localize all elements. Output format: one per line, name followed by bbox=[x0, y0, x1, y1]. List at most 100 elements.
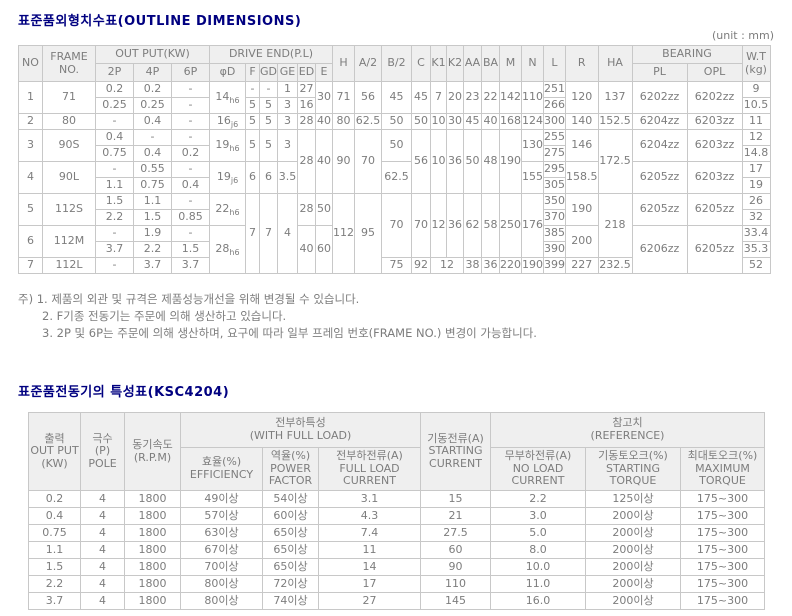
value-cell: 1.1 bbox=[133, 193, 172, 210]
value-cell: 3.5 bbox=[277, 161, 298, 194]
value-cell: - bbox=[95, 113, 134, 130]
table-row: 0.75 0.4 0.2 275 14.8 bbox=[19, 145, 771, 162]
value-cell: 65이상 bbox=[262, 524, 319, 542]
value-cell: 3 bbox=[277, 97, 298, 114]
value-cell: - bbox=[95, 257, 134, 274]
value-cell: 4 bbox=[80, 490, 125, 508]
value-cell: 6 bbox=[259, 161, 278, 194]
value-cell: - bbox=[259, 81, 278, 98]
column-header-cell: 무부하전류(A) NO LOAD CURRENT bbox=[490, 447, 586, 491]
table-row: 1 71 0.2 0.2-14h6- -1 27 30 71 56 45 45 7 20 23 22 142 1… bbox=[18, 81, 771, 114]
value-cell: 10.0 bbox=[490, 558, 586, 576]
notes-block: 주) 1. 제품의 외관 및 규격은 제품성능개선을 위해 변경될 수 있습니다… bbox=[18, 291, 537, 342]
column-header-cell: 효율(%) EFFICIENCY bbox=[180, 447, 263, 491]
value-cell: 232.5 bbox=[597, 257, 633, 274]
column-header-cell: K2 bbox=[446, 45, 464, 82]
note-1: 주) 1. 제품의 외관 및 규격은 제품성능개선을 위해 변경될 수 있습니다… bbox=[18, 292, 360, 306]
value-cell: 92 bbox=[411, 257, 431, 274]
value-cell: 50 bbox=[381, 113, 412, 130]
value-cell: 16j6 bbox=[209, 113, 246, 130]
value-cell: 4 bbox=[18, 161, 43, 194]
column-header-cell: 전부하특성 (WITH FULL LOAD) bbox=[180, 412, 421, 448]
value-cell: 7 bbox=[245, 193, 260, 274]
value-cell: 7 bbox=[259, 193, 278, 274]
value-cell: 200 bbox=[565, 225, 599, 258]
value-cell: 45 bbox=[411, 81, 431, 114]
value-cell: 15 bbox=[420, 490, 491, 508]
value-cell: 0.4 bbox=[171, 177, 210, 194]
table-row: 1.5 4 1800 70이상 65이상 14 90 10.0 200이상 175~300 bbox=[28, 558, 765, 576]
value-cell: 40 bbox=[481, 113, 500, 130]
value-cell: 2.2 bbox=[490, 490, 586, 508]
value-cell: 27 bbox=[318, 592, 421, 610]
value-cell: 220 bbox=[499, 257, 522, 274]
value-cell: 9 bbox=[741, 81, 771, 98]
value-cell: 3.7 bbox=[171, 257, 210, 274]
value-cell: 3.7 bbox=[133, 257, 172, 274]
value-cell: 6204zz bbox=[631, 113, 688, 130]
value-cell: 175~300 bbox=[680, 524, 765, 542]
value-cell: 23 bbox=[463, 81, 482, 114]
table-row: 0.4 4 1800 57이상 60이상 4.3 21 3.0 200이상 175~300 bbox=[28, 507, 765, 525]
value-cell: 28 bbox=[297, 129, 316, 194]
value-cell: 0.75 bbox=[95, 145, 134, 162]
value-cell: 71 bbox=[42, 81, 96, 114]
column-header-cell: BEARING bbox=[631, 45, 743, 64]
value-cell: 120 bbox=[565, 81, 599, 114]
value-cell: 1800 bbox=[124, 558, 181, 576]
value-cell: 5 bbox=[245, 97, 260, 114]
value-cell: 0.25 bbox=[95, 97, 134, 114]
value-cell: 0.4 bbox=[28, 507, 81, 525]
value-cell: 0.75 bbox=[28, 524, 81, 542]
value-cell: 74이상 bbox=[262, 592, 319, 610]
column-header-cell: 기동토오크(%) STARTING TORQUE bbox=[585, 447, 681, 491]
value-cell: 370 bbox=[543, 209, 566, 226]
value-cell: 27.5 bbox=[420, 524, 491, 542]
value-cell: - bbox=[133, 129, 172, 146]
value-cell: 0.2 bbox=[95, 81, 134, 98]
value-cell: 6205zz bbox=[686, 193, 743, 226]
value-cell: 1.1 bbox=[95, 177, 134, 194]
column-header-cell: L bbox=[543, 45, 566, 82]
value-cell: 40 bbox=[315, 113, 333, 130]
value-cell: 0.2 bbox=[171, 145, 210, 162]
value-cell: 54이상 bbox=[262, 490, 319, 508]
column-header-cell: B/2 bbox=[381, 45, 412, 82]
value-cell: 67이상 bbox=[180, 541, 263, 559]
value-cell: 19h6 bbox=[209, 129, 246, 162]
value-cell: - bbox=[171, 97, 210, 114]
value-cell: 7 bbox=[18, 257, 43, 274]
value-cell: 56 bbox=[354, 81, 382, 114]
outline-dimensions-title: 표준품외형치수표(OUTLINE DIMENSIONS) bbox=[18, 14, 302, 29]
column-header-cell: OUT PUT(KW) bbox=[95, 45, 210, 64]
value-cell: 168 bbox=[499, 113, 522, 130]
column-header-cell: C bbox=[411, 45, 431, 82]
motor-spec-table: 출력 OUT PUT (KW) 극수 (P) POLE 동기속도 (R.P.M) 전부하특성 (W… bbox=[28, 412, 765, 610]
value-cell: 295 bbox=[543, 161, 566, 178]
column-header-cell: 출력 OUT PUT (KW) bbox=[28, 412, 81, 491]
column-header-cell: 전부하전류(A) FULL LOAD CURRENT bbox=[318, 447, 421, 491]
value-cell: 90L bbox=[42, 161, 96, 194]
value-cell: 112 bbox=[332, 193, 355, 274]
value-cell: 137 bbox=[597, 81, 633, 114]
value-cell: 6205zz bbox=[631, 193, 688, 226]
column-header-cell: 동기속도 (R.P.M) bbox=[124, 412, 181, 491]
value-cell: 112M bbox=[42, 225, 96, 258]
value-cell: 90 bbox=[420, 558, 491, 576]
value-cell: 190 bbox=[521, 257, 544, 274]
value-cell: 0.4 bbox=[133, 145, 172, 162]
value-cell: 1.5 bbox=[133, 209, 172, 226]
value-cell: 3.1 bbox=[318, 490, 421, 508]
value-cell: 5 bbox=[18, 193, 43, 226]
note-2: 2. F기종 전동기는 주문에 의해 생산하고 있습니다. bbox=[42, 309, 287, 323]
table-row: 5 112S 1.5 1.1-22h6 7 7 4 28 50 112 95 70 70 12 36 62 58… bbox=[18, 193, 771, 274]
table-row: 4 90L -0.55-19j6 6 6 3.5 62.5 155 295 158.5 6205zz… bbox=[18, 161, 771, 194]
value-cell: 266 bbox=[543, 97, 566, 114]
value-cell: 6203zz bbox=[686, 113, 743, 130]
value-cell: 1800 bbox=[124, 541, 181, 559]
column-header-cell: GE bbox=[277, 63, 298, 82]
value-cell: 4 bbox=[80, 507, 125, 525]
value-cell: 175~300 bbox=[680, 558, 765, 576]
value-cell: 1800 bbox=[124, 507, 181, 525]
value-cell: 20 bbox=[446, 81, 464, 114]
